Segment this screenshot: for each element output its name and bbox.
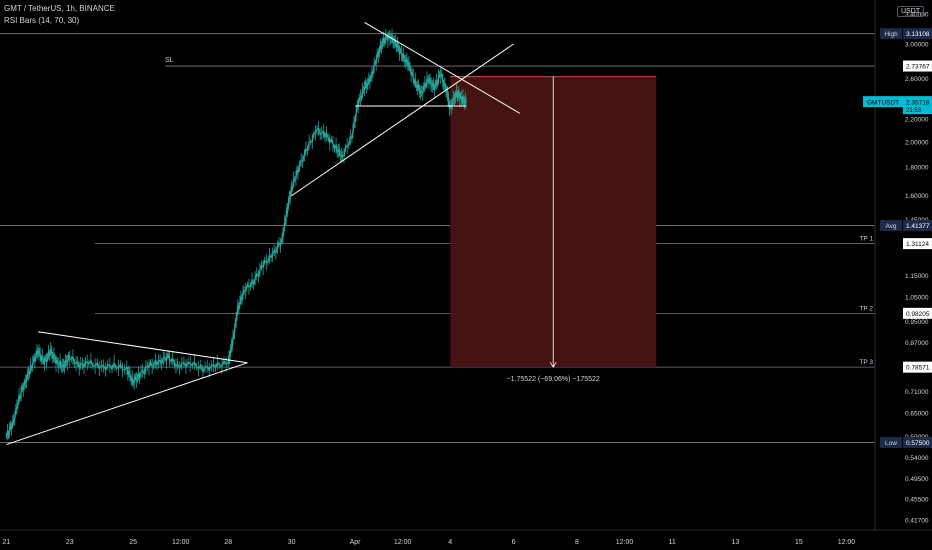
level-value-box <box>903 219 932 231</box>
level-tag-text: TP 1 <box>859 236 873 243</box>
level-tag-text: Low <box>885 440 897 447</box>
level-value-text: 0.57500 <box>906 440 930 447</box>
level-value-text: 1.41377 <box>906 223 930 230</box>
price-tick-label: 0.49500 <box>905 476 929 483</box>
price-tick-label: 0.65000 <box>905 410 929 417</box>
time-tick-label: 21 <box>2 539 10 546</box>
price-tick-label: 1.80000 <box>905 165 929 172</box>
price-tick-label: 0.87000 <box>905 340 929 347</box>
price-tick-label: 0.54000 <box>905 455 929 462</box>
level-value-text: 1.31124 <box>906 241 929 248</box>
level-tag-low <box>880 436 902 448</box>
indicator-title[interactable]: RSI Bars (14, 70, 30) <box>4 16 80 25</box>
time-tick-label: 12:00 <box>616 539 634 546</box>
price-tick-label: 3.00000 <box>905 41 929 48</box>
price-tick-label: 1.60000 <box>905 193 929 200</box>
time-tick-label: 12:00 <box>172 539 190 546</box>
symbol-tag <box>863 96 903 108</box>
trendline-4[interactable] <box>364 22 521 114</box>
level-value-box <box>903 361 932 373</box>
level-value-text: 0.98205 <box>906 311 930 318</box>
time-tick-label: 12:00 <box>838 539 856 546</box>
time-tick-label: 15 <box>795 539 803 546</box>
level-tag-text: TP 3 <box>859 359 873 366</box>
currency-selector[interactable]: USDT <box>896 6 924 17</box>
symbol-title[interactable]: GMT / TetherUS, 1h, BINANCE <box>4 4 115 13</box>
price-line <box>5 32 467 438</box>
level-tag-text: TP 2 <box>859 305 873 312</box>
sl-label: SL <box>165 57 174 64</box>
price-tick-label: 2.60000 <box>905 76 929 83</box>
level-value-box <box>903 307 932 319</box>
price-tick-label: 3.40000 <box>905 11 929 18</box>
symbol-tag-text: GMTUSDT <box>867 100 899 107</box>
level-value-box <box>903 436 932 448</box>
price-tick-label: 2.20000 <box>905 116 929 123</box>
measure-label: −1.75522 (−69.06%) −175522 <box>507 376 600 383</box>
measure-arrow-head <box>549 361 557 368</box>
trendline-3[interactable] <box>291 43 514 197</box>
trendlines[interactable] <box>6 22 521 446</box>
short-position-zone[interactable]: −1.75522 (−69.06%) −175522 <box>450 76 657 384</box>
price-tick-label: 0.71000 <box>905 389 929 396</box>
time-tick-label: 30 <box>288 539 296 546</box>
current-price-box <box>903 96 932 115</box>
price-series <box>5 28 467 440</box>
trendline-1[interactable] <box>6 362 248 446</box>
trendline-2[interactable] <box>37 331 248 364</box>
time-tick-label: 8 <box>575 539 579 546</box>
time-tick-label: 23 <box>66 539 74 546</box>
time-tick-label: Apr <box>350 539 362 546</box>
time-tick-label: 13 <box>732 539 740 546</box>
price-tick-label: 0.41700 <box>905 517 929 524</box>
level-tag-text: Avg <box>885 223 896 230</box>
level-tag-avg <box>880 219 902 231</box>
price-levels <box>0 33 875 443</box>
level-value-box <box>903 60 932 72</box>
level-tag-high <box>880 28 902 40</box>
time-axis[interactable]: 21 23 25 12:00 28 30 Apr 12:00 4 6 8 12:00 11 13 15 12:… <box>2 539 855 546</box>
price-tick-label: 1.05000 <box>905 295 929 302</box>
price-tick-label: 0.95000 <box>905 319 929 326</box>
time-tick-label: 12:00 <box>394 539 412 546</box>
current-price-text: 2.35718 <box>906 100 930 107</box>
price-tick-label: 1.15000 <box>905 273 929 280</box>
time-tick-label: 11 <box>668 539 675 546</box>
level-value-box <box>903 28 932 40</box>
price-tick-label: 2.00000 <box>905 139 929 146</box>
time-tick-label: 4 <box>448 539 452 546</box>
level-value-text: 0.78571 <box>906 365 930 372</box>
level-tag-text: High <box>884 31 898 38</box>
current-price-countdown: 21:53 <box>906 108 922 114</box>
level-labels: High 3.13108 SL 2.73767 Avg 1.41377 TP 1 1.3112… <box>165 28 932 448</box>
time-tick-label: 6 <box>512 539 516 546</box>
level-value-text: 3.13108 <box>906 31 930 38</box>
price-tick-label: 0.45500 <box>905 496 929 503</box>
level-value-text: 2.73767 <box>906 64 930 71</box>
time-tick-label: 25 <box>129 539 137 546</box>
time-tick-label: 28 <box>224 539 232 546</box>
level-value-box <box>903 238 932 250</box>
